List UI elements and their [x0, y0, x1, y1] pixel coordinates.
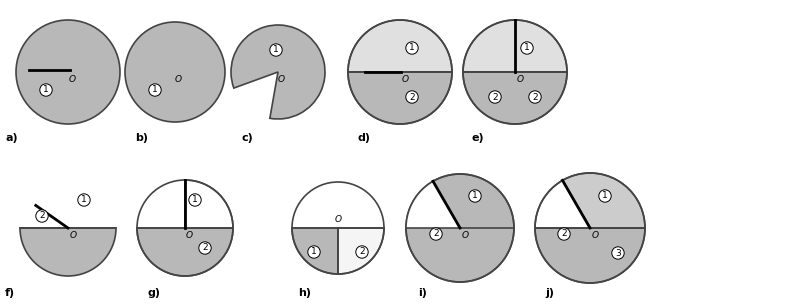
Wedge shape [292, 228, 338, 274]
Wedge shape [348, 72, 452, 124]
Text: 2: 2 [202, 244, 208, 253]
Circle shape [16, 20, 120, 124]
Text: 1: 1 [273, 46, 279, 55]
Wedge shape [185, 180, 233, 228]
Circle shape [149, 84, 161, 96]
Text: O: O [186, 230, 193, 240]
Text: g): g) [148, 288, 161, 298]
Text: O: O [70, 230, 77, 240]
Text: d): d) [358, 133, 371, 143]
Circle shape [558, 228, 570, 240]
Wedge shape [137, 228, 233, 276]
Text: 1: 1 [602, 192, 608, 201]
Wedge shape [463, 72, 567, 124]
Text: 2: 2 [40, 212, 45, 221]
Text: O: O [277, 75, 284, 83]
Circle shape [599, 190, 611, 202]
Text: 1: 1 [472, 192, 478, 201]
Circle shape [308, 246, 320, 258]
Circle shape [406, 91, 418, 103]
Text: f): f) [5, 288, 15, 298]
Text: 1: 1 [311, 248, 317, 257]
Circle shape [270, 44, 282, 56]
Circle shape [406, 174, 514, 282]
Text: O: O [401, 75, 408, 84]
Text: 3: 3 [615, 249, 621, 257]
Circle shape [529, 91, 541, 103]
Text: O: O [517, 75, 524, 84]
Text: 1: 1 [524, 43, 530, 52]
Text: 1: 1 [43, 86, 49, 95]
Text: 1: 1 [81, 196, 87, 205]
Wedge shape [338, 228, 384, 274]
Circle shape [611, 247, 624, 259]
Text: 2: 2 [409, 92, 415, 102]
Text: 2: 2 [492, 92, 498, 102]
Text: O: O [175, 75, 182, 83]
Text: b): b) [135, 133, 148, 143]
Text: O: O [592, 232, 599, 241]
Circle shape [430, 228, 442, 240]
Text: O: O [69, 75, 76, 83]
Text: i): i) [418, 288, 427, 298]
Text: c): c) [242, 133, 254, 143]
Wedge shape [535, 180, 590, 228]
Wedge shape [28, 180, 68, 228]
Circle shape [40, 84, 52, 96]
Text: 1: 1 [192, 196, 198, 205]
Text: h): h) [298, 288, 311, 298]
Circle shape [468, 190, 481, 202]
Wedge shape [535, 228, 645, 283]
Circle shape [406, 42, 418, 54]
Wedge shape [125, 22, 225, 122]
Text: O: O [461, 232, 468, 241]
Wedge shape [20, 228, 116, 276]
Text: 1: 1 [409, 43, 415, 52]
Circle shape [189, 194, 201, 206]
Text: O: O [334, 216, 341, 225]
Wedge shape [406, 181, 460, 228]
Wedge shape [231, 25, 325, 119]
Text: a): a) [5, 133, 17, 143]
Text: 2: 2 [532, 92, 538, 102]
Wedge shape [562, 173, 645, 228]
Circle shape [36, 210, 48, 222]
Text: 2: 2 [561, 229, 566, 238]
Wedge shape [348, 20, 452, 72]
Circle shape [77, 194, 90, 206]
Circle shape [199, 242, 211, 254]
Text: e): e) [472, 133, 484, 143]
Text: 1: 1 [152, 86, 158, 95]
Text: 2: 2 [359, 248, 365, 257]
Text: 2: 2 [433, 229, 438, 238]
Circle shape [489, 91, 501, 103]
Circle shape [356, 246, 368, 258]
Text: j): j) [545, 288, 554, 298]
Wedge shape [463, 20, 567, 72]
Circle shape [521, 42, 533, 54]
